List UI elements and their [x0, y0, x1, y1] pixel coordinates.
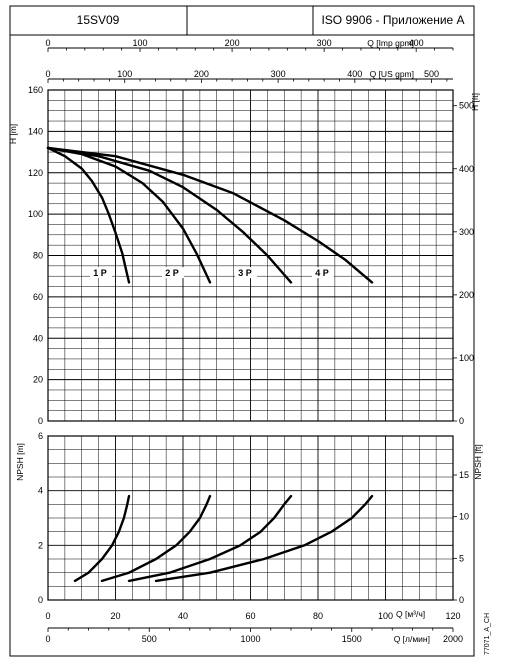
head-curve-1 — [46, 146, 131, 284]
head-y-tick-label: 60 — [33, 292, 43, 302]
head-curve-3 — [46, 146, 293, 284]
x-tick-label: 100 — [378, 611, 393, 621]
head-y-tick-label: 140 — [28, 126, 43, 136]
top-axis-0-label: Q [Imp gpm] — [367, 38, 414, 48]
head-curve-2 — [46, 146, 212, 284]
head-y-tick-label: 80 — [33, 251, 43, 261]
curve-label: 3 P — [238, 268, 252, 278]
top-axis-0-tick-label: 0 — [45, 38, 50, 48]
top-axis-0-tick-label: 100 — [133, 38, 148, 48]
x-tick-label: 80 — [313, 611, 323, 621]
npsh-right-tick-label: 0 — [459, 595, 464, 605]
side-code: 77071_A_CH — [484, 613, 491, 655]
top-axis-1-tick-label: 0 — [45, 69, 50, 79]
top-axis-0-tick-label: 300 — [317, 38, 332, 48]
curve-label-bg — [90, 267, 112, 279]
npsh-curve-1 — [73, 494, 131, 583]
x-axis-label: Q [м³/ч] — [396, 609, 425, 619]
top-axis-1-tick-label: 200 — [194, 69, 209, 79]
bottom-axis-tick-label: 500 — [142, 634, 157, 644]
npsh-y-label: NPSH [m] — [15, 443, 25, 481]
npsh-curve-2 — [100, 494, 212, 583]
head-panel-frame — [47, 89, 454, 422]
bottom-axis-label: Q [л/мин] — [394, 634, 430, 644]
x-tick-label: 40 — [178, 611, 188, 621]
model-title: 15SV09 — [77, 13, 120, 27]
head-y-tick-label: 40 — [33, 333, 43, 343]
bottom-axis-tick-label: 1500 — [342, 634, 362, 644]
x-tick-label: 20 — [110, 611, 120, 621]
head-y-tick-label: 100 — [28, 209, 43, 219]
x-tick-label: 120 — [445, 611, 460, 621]
top-axis-1-label: Q [US gpm] — [370, 69, 414, 79]
head-curve-4 — [46, 146, 374, 284]
curve-label-bg — [312, 267, 334, 279]
x-tick-label: 60 — [245, 611, 255, 621]
npsh-curve-4 — [154, 494, 374, 583]
top-axis-1-tick-label: 400 — [347, 69, 362, 79]
npsh-y-tick-label: 4 — [38, 486, 43, 496]
head-right-tick-label: 300 — [459, 227, 474, 237]
npsh-curve-3 — [127, 494, 293, 583]
bottom-axis-tick-label: 0 — [45, 634, 50, 644]
npsh-y-tick-label: 6 — [38, 431, 43, 441]
top-axis-1-tick-label: 300 — [271, 69, 286, 79]
outer-frame — [9, 5, 475, 657]
head-y-label: H [m] — [8, 124, 18, 144]
curve-label: 1 P — [93, 268, 107, 278]
top-axis-0-tick-label: 200 — [225, 38, 240, 48]
head-right-tick-label: 500 — [459, 101, 474, 111]
head-y-tick-label: 0 — [38, 416, 43, 426]
npsh-y-tick-label: 0 — [38, 595, 43, 605]
head-right-tick-label: 0 — [459, 416, 464, 426]
bottom-axis-tick-label: 2000 — [443, 634, 463, 644]
npsh-right-tick-label: 10 — [459, 512, 469, 522]
standard-title: ISO 9906 - Приложение A — [321, 13, 464, 27]
head-right-tick-label: 200 — [459, 290, 474, 300]
top-axis-0-tick-label: 400 — [409, 38, 424, 48]
bottom-axis-tick-label: 1000 — [240, 634, 260, 644]
x-tick-label: 0 — [45, 611, 50, 621]
npsh-right-tick-label: 5 — [459, 553, 464, 563]
head-y-tick-label: 20 — [33, 375, 43, 385]
curve-label-bg — [162, 267, 184, 279]
npsh-right-label: NPSH [ft] — [473, 444, 483, 479]
head-y-tick-label: 160 — [28, 85, 43, 95]
npsh-panel-frame — [47, 435, 454, 601]
npsh-right-tick-label: 15 — [459, 470, 469, 480]
head-right-label: H [ft] — [470, 93, 480, 111]
curve-label-bg — [235, 267, 257, 279]
top-axis-1-tick-label: 500 — [424, 69, 439, 79]
top-axis-1-tick-label: 100 — [117, 69, 132, 79]
curve-label: 4 P — [315, 268, 329, 278]
head-right-tick-label: 100 — [459, 353, 474, 363]
curve-label: 2 P — [165, 268, 179, 278]
head-right-tick-label: 400 — [459, 164, 474, 174]
head-y-tick-label: 120 — [28, 168, 43, 178]
npsh-y-tick-label: 2 — [38, 540, 43, 550]
